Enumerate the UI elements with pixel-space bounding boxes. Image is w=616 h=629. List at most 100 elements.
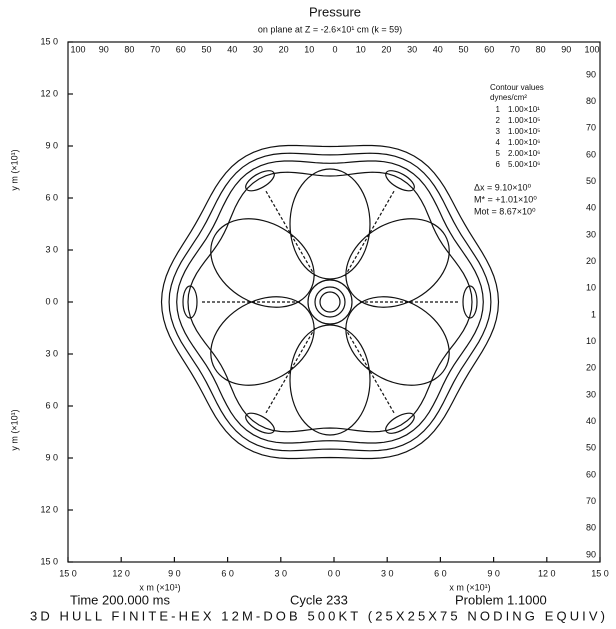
contour-lobe	[245, 170, 275, 192]
right-index-label: 50	[586, 443, 596, 453]
x-tick-label: 15 0	[59, 568, 77, 578]
y-tick-label: 6 0	[45, 192, 58, 202]
right-index-label: 80	[586, 96, 596, 106]
footer-cycle: Cycle 233	[290, 592, 348, 607]
legend-value: 1.00×10⁵	[508, 127, 540, 136]
y-axis-label: y m (×10¹)	[9, 409, 19, 450]
x-tick-label: 3 0	[275, 568, 288, 578]
top-index-label: 40	[227, 44, 237, 54]
footer-time: Time 200.000 ms	[70, 592, 170, 607]
footer-run: 3D HULL FINITE-HEX 12M-DOB 500KT (25X25X…	[30, 608, 605, 623]
right-index-label: 30	[586, 389, 596, 399]
y-tick-label: 0 0	[45, 296, 58, 306]
legend-value: 1.00×10⁶	[508, 138, 540, 147]
top-index-label: 50	[201, 44, 211, 54]
y-tick-label: 15 0	[40, 36, 58, 46]
top-index-label: 80	[536, 44, 546, 54]
top-index-label: 20	[381, 44, 391, 54]
top-index-label: 40	[433, 44, 443, 54]
contour-petal	[289, 168, 371, 280]
stat: Δx = 9.10×10⁰	[474, 182, 532, 192]
stat: M* = +1.01×10⁰	[474, 194, 537, 204]
top-index-label: 100	[70, 44, 85, 54]
footer-problem: Problem 1.1000	[455, 592, 547, 607]
x-tick-label: 12 0	[538, 568, 556, 578]
y-tick-label: 15 0	[40, 556, 58, 566]
top-index-label: 30	[253, 44, 263, 54]
x-tick-label: 15 0	[591, 568, 609, 578]
contour-spoke	[344, 189, 396, 277]
right-index-label: 80	[586, 523, 596, 533]
x-tick-label: 6 0	[221, 568, 234, 578]
right-index-label: 50	[586, 176, 596, 186]
top-index-label: 50	[458, 44, 468, 54]
contour-petal	[345, 296, 450, 386]
top-index-label: 80	[124, 44, 134, 54]
x-tick-label: 6 0	[434, 568, 447, 578]
contour-line	[160, 144, 500, 460]
x-axis-label: x m (×10¹)	[449, 582, 490, 592]
legend-index: 1	[496, 105, 501, 114]
contour-petal	[210, 296, 315, 386]
contour-petal	[345, 218, 450, 308]
right-index-label: 30	[586, 229, 596, 239]
contour-spoke	[344, 327, 396, 415]
contour-spoke	[264, 327, 316, 415]
contour-lobe	[385, 412, 415, 434]
top-index-label: 90	[561, 44, 571, 54]
right-index-label: 60	[586, 149, 596, 159]
contour-line	[168, 152, 492, 452]
right-index-label: 90	[586, 69, 596, 79]
x-tick-label: 0 0	[328, 568, 341, 578]
top-index-label: 70	[510, 44, 520, 54]
contour-petal	[289, 324, 371, 436]
x-axis-label: x m (×10¹)	[139, 582, 180, 592]
right-index-label: 10	[586, 283, 596, 293]
contour-core	[307, 279, 353, 325]
top-index-label: 90	[99, 44, 109, 54]
top-index-label: 60	[484, 44, 494, 54]
contour-spoke	[264, 189, 316, 277]
chart-subtitle: on plane at Z = -2.6×10¹ cm (k = 59)	[258, 24, 402, 34]
legend-index: 5	[496, 149, 501, 158]
y-tick-label: 12 0	[40, 88, 58, 98]
legend-index: 6	[496, 160, 501, 169]
y-tick-label: 9 0	[45, 452, 58, 462]
top-index-label: 10	[304, 44, 314, 54]
y-tick-label: 3 0	[45, 348, 58, 358]
right-index-label: 20	[586, 256, 596, 266]
contour-line	[176, 160, 484, 444]
y-tick-label: 6 0	[45, 400, 58, 410]
contour-petal	[210, 218, 315, 308]
top-index-label: 10	[356, 44, 366, 54]
contour-lobe	[245, 412, 275, 434]
right-index-label: 70	[586, 123, 596, 133]
top-index-label: 30	[407, 44, 417, 54]
legend-index: 2	[496, 116, 501, 125]
top-index-label: 20	[279, 44, 289, 54]
right-index-label: 90	[586, 549, 596, 559]
x-tick-label: 12 0	[112, 568, 130, 578]
y-tick-label: 12 0	[40, 504, 58, 514]
right-index-label: 1	[591, 309, 596, 319]
contour-line	[187, 171, 473, 433]
legend-index: 3	[496, 127, 501, 136]
legend-index: 4	[496, 138, 501, 147]
right-index-label: 40	[586, 416, 596, 426]
y-tick-label: 9 0	[45, 140, 58, 150]
y-axis-label: y m (×10¹)	[9, 149, 19, 190]
y-tick-label: 3 0	[45, 244, 58, 254]
legend-value: 1.00×10¹	[508, 105, 540, 114]
right-index-label: 10	[586, 336, 596, 346]
right-index-label: 70	[586, 496, 596, 506]
contour-core	[319, 291, 341, 313]
top-index-label: 60	[176, 44, 186, 54]
x-tick-label: 3 0	[381, 568, 394, 578]
right-index-label: 60	[586, 469, 596, 479]
contour-lobe	[462, 285, 478, 319]
chart-title: Pressure	[309, 4, 361, 19]
legend-value: 5.00×10⁶	[508, 160, 540, 169]
contour-plot	[160, 144, 500, 460]
